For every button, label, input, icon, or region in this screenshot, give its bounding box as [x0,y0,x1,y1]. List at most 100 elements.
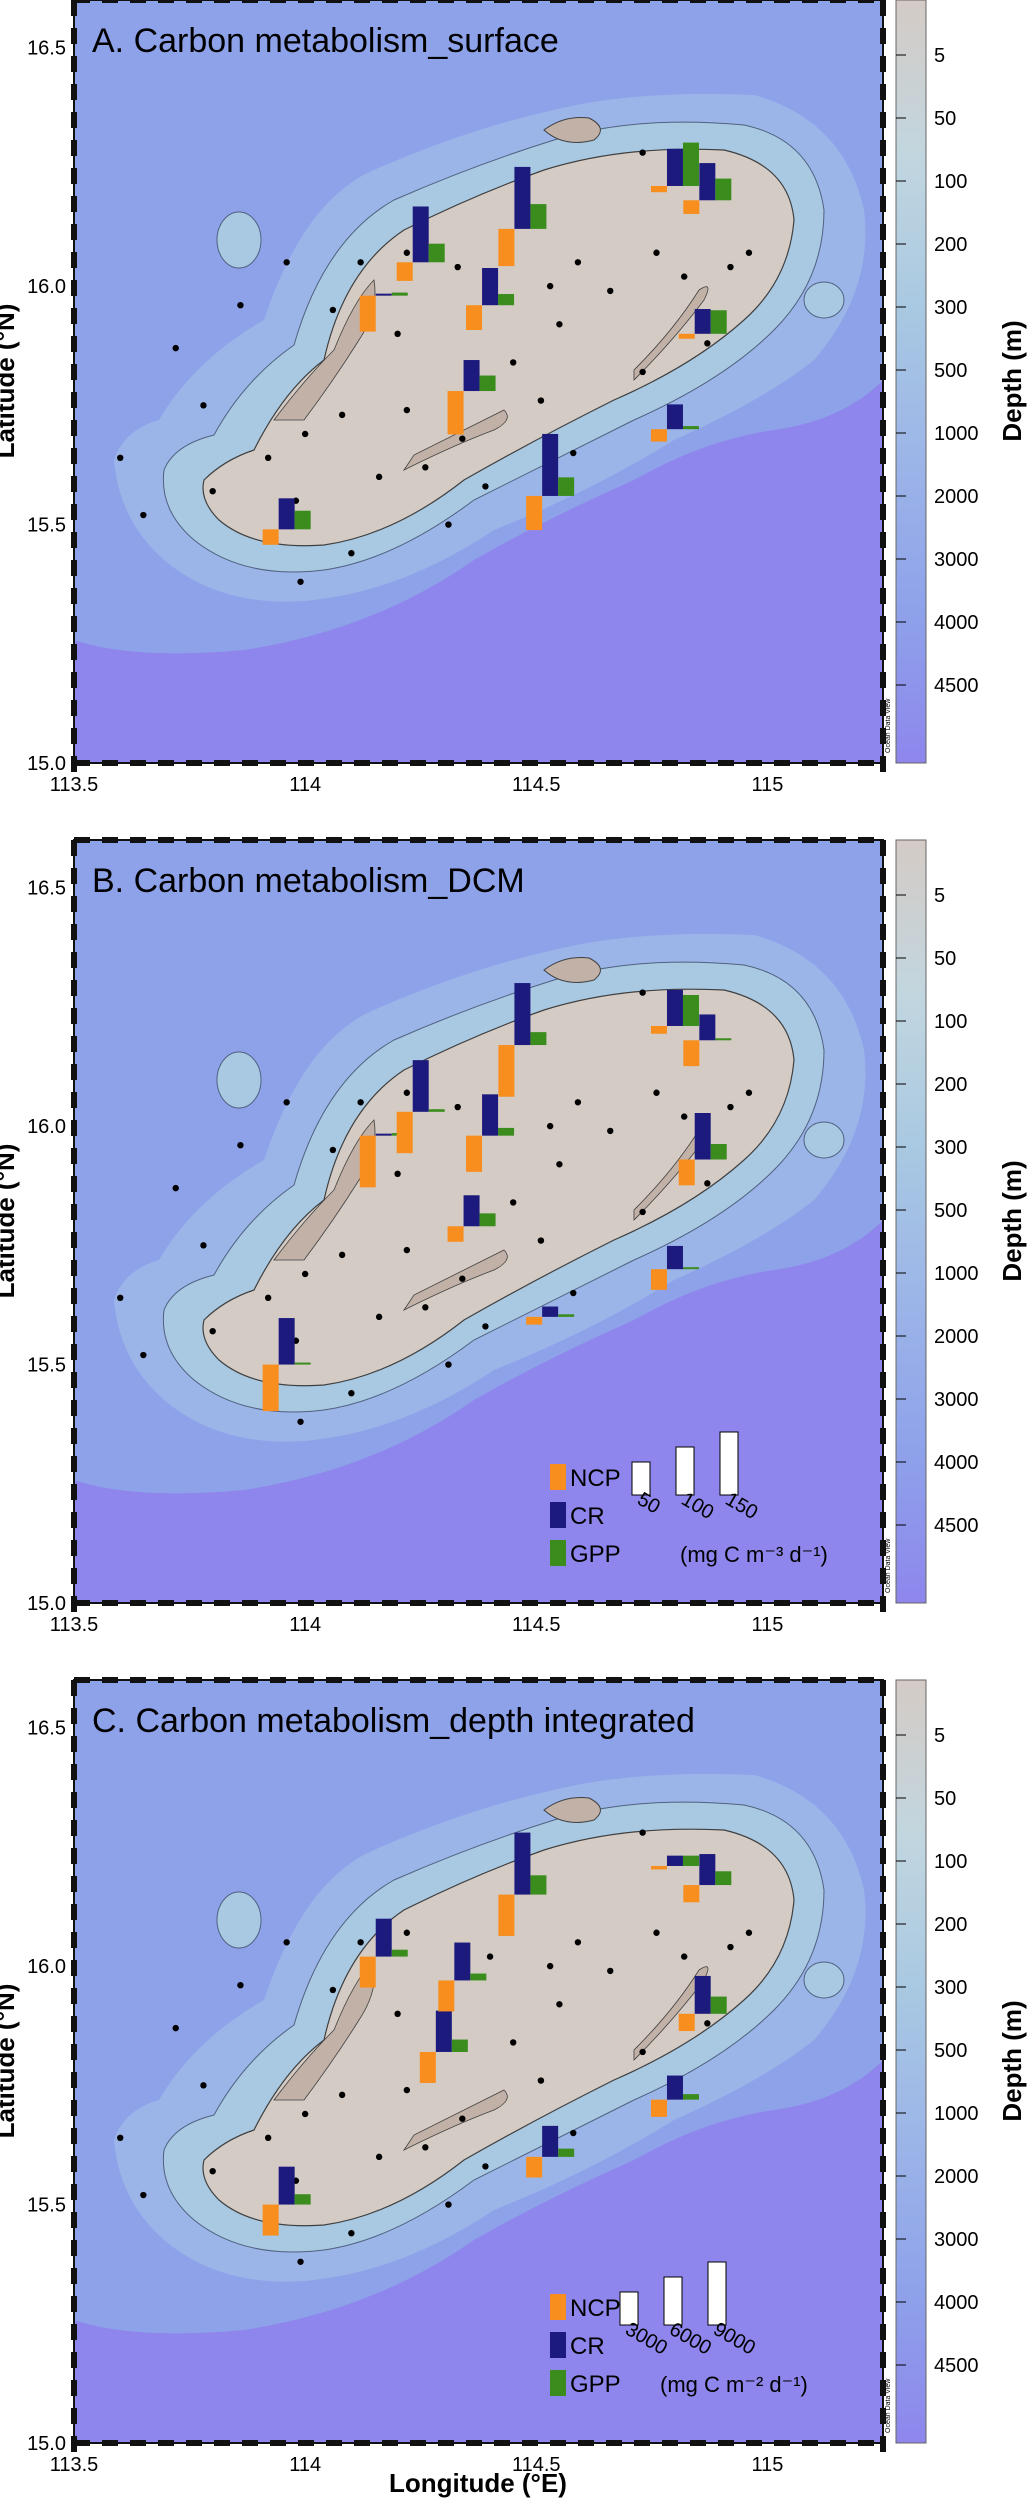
frame-dash-left [71,1876,77,1892]
frame-dash-bottom [606,760,622,766]
frame-dash-right [880,1204,886,1220]
frame-dash-top [522,1677,538,1683]
station-dot [745,1089,753,1096]
frame-dash-left [71,1428,77,1444]
station-dot [140,511,147,519]
reef-north [543,957,601,983]
gpp-bar [530,1875,547,1895]
legend-gpp-label: GPP [570,2371,621,2398]
frame-dash-right [880,2212,886,2228]
frame-dash-left [71,2184,77,2200]
frame-dash-bottom [410,760,426,766]
station-dot [237,302,244,309]
frame-dash-left [71,896,77,912]
station-dot [329,306,337,314]
gpp-bar [682,1855,699,1866]
frame-dash-left [71,588,77,604]
frame-dash-left [71,1372,77,1388]
gpp-bar [451,2039,468,2052]
frame-dash-bottom [606,1600,622,1606]
frame-dash-bottom [662,2440,678,2446]
station-dot [329,1986,337,1994]
frame-dash-bottom [634,760,650,766]
frame-dash-top [662,1677,678,1683]
station-dot [639,989,646,996]
frame-dash-top [494,837,510,843]
frame-dash-right [880,2184,886,2200]
cr-bar [278,498,295,530]
frame-dash-bottom [326,760,342,766]
frame-dash-left [71,868,77,884]
axis-ticks: 113.5 114 114.5 115 15.0 15.5 16.0 16.5 [27,1718,783,2476]
ncp-bar [526,1316,543,1325]
frame-dash-right [880,1316,886,1332]
frame-dash-top [606,837,622,843]
frame-dash-top [326,1677,342,1683]
station-dot [509,359,517,366]
cr-bar [694,1975,711,2014]
frame-dash-bottom [578,760,594,766]
frame-dashes [71,0,886,772]
reef-south [402,1249,508,1312]
legend-gpp-swatch [550,2370,566,2396]
station-dot [570,1289,577,1297]
scale-bar [719,1431,739,1496]
frame-dash-left [71,1204,77,1220]
x-tick-label: 113.5 [50,2454,99,2476]
frame-dash-left [71,1764,77,1780]
station-dot [445,2201,452,2208]
station-dot [681,1953,688,1960]
frame-dash-top [746,1677,762,1683]
seamount-east [803,1961,845,1999]
cr-bar [699,1854,716,1886]
frame-dash-left [71,700,77,716]
station-dot [301,2110,309,2118]
legend-ncp-label: NCP [570,1465,621,1492]
frame-dash-left [71,308,77,324]
station-dot [357,1099,364,1106]
seamount-west [216,211,262,269]
x-tick-label: 114 [289,774,321,796]
station-dot [394,1170,401,1178]
frame-dash-left [71,1484,77,1500]
frame-dash-right [880,1092,886,1108]
depth-colorbar: 5 50 100 200 300 500 1000 2000 3000 4000 4500 Depth… [885,1679,1027,2444]
frame-dash-right [880,1960,886,1976]
station-dot [172,1184,179,1192]
x-tick-label: 115 [751,774,783,796]
frame-dash-bottom [830,760,846,766]
frame-dash-bottom [774,760,790,766]
y-tick-label: 15.5 [27,2195,66,2217]
frame-dash-right [880,532,886,548]
frame-dash-top [690,1677,706,1683]
frame-dash-right [880,1792,886,1808]
frame-dash-bottom [438,2440,454,2446]
scale-bar [631,1461,651,1496]
colorbar-label: 1000 [934,2103,979,2125]
scale-bar [707,2261,727,2326]
gpp-bar [682,2094,699,2100]
ncp-bar [447,391,464,435]
reef-west [273,279,376,421]
colorbar-bar [895,0,927,764]
frame-dash-top [242,837,258,843]
frame-dash-top [102,1677,118,1683]
scale-bar [619,2291,639,2326]
frame-dash-right [880,980,886,996]
cr-bar [542,433,559,496]
frame-dash-bottom [690,1600,706,1606]
frame-dash-bottom [634,2440,650,2446]
frame-dash-top [74,0,90,3]
colorbar-label: 1000 [934,423,979,445]
frame-dash-right [880,1764,886,1780]
y-tick-label: 16.0 [27,1116,66,1138]
colorbar-label: 4500 [934,2355,979,2377]
frame-dash-top [382,0,398,3]
reef-north [543,117,601,143]
station-dot [607,1127,614,1135]
frame-dash-left [71,1036,77,1052]
cr-bar [699,1014,716,1041]
reef-south [402,2089,508,2152]
frame-dash-top [802,837,818,843]
ncp-bar [526,2156,543,2178]
